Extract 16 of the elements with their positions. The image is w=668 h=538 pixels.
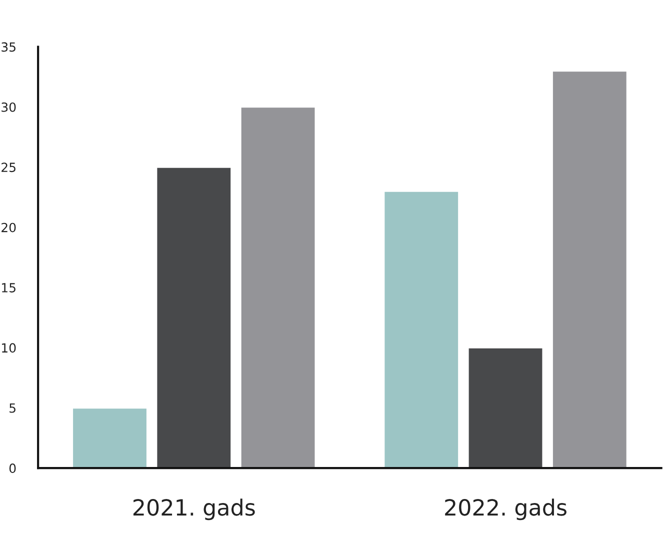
bar — [72, 407, 148, 468]
y-tick-label: 15 — [2, 283, 16, 292]
y-tick-label: 0 — [9, 464, 16, 473]
y-tick-label: 35 — [2, 42, 16, 52]
bar — [552, 70, 628, 468]
y-tick-label: 25 — [2, 162, 16, 172]
x-tick-label: 2022. gads — [445, 498, 566, 520]
y-tick-label: 20 — [2, 222, 16, 232]
bar — [156, 166, 232, 468]
x-tick-label: 2021. gads — [133, 498, 255, 520]
y-tick-label: 10 — [2, 343, 16, 353]
bar — [240, 106, 316, 468]
y-tick-label: 30 — [2, 102, 16, 112]
y-tick-label: 5 — [10, 404, 16, 413]
bar — [383, 190, 460, 468]
bar — [467, 347, 544, 468]
